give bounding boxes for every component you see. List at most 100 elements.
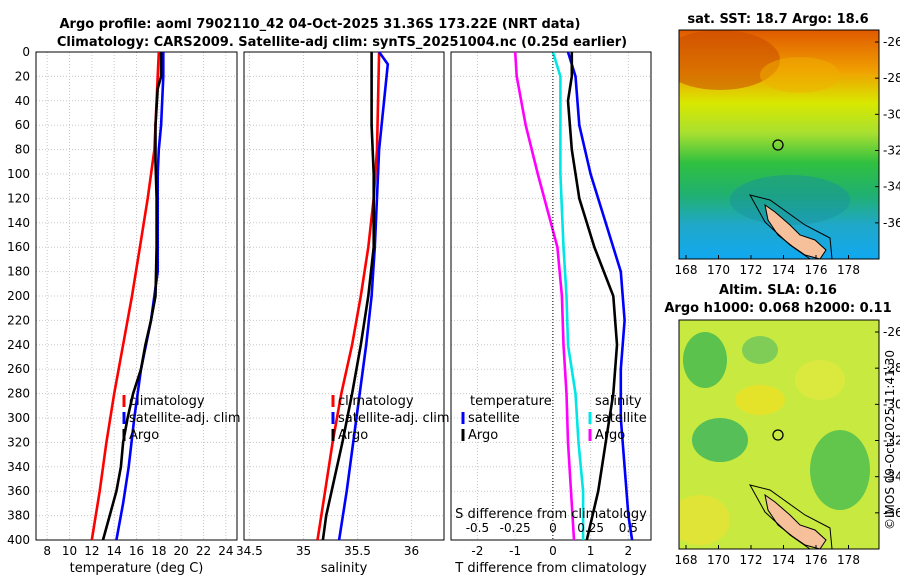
sla-low-2 xyxy=(742,336,778,364)
y-tick-label: 360 xyxy=(7,484,30,498)
sst-map-title: sat. SST: 18.7 Argo: 18.6 xyxy=(687,12,868,27)
lat-tick-label: -30 xyxy=(883,107,900,121)
y-tick-label: 40 xyxy=(15,94,30,108)
y-tick-label: 140 xyxy=(7,216,30,230)
s-diff-tick-label: -0.25 xyxy=(500,521,531,535)
y-tick-label: 20 xyxy=(15,69,30,83)
sla-map-title-1: Altim. SLA: 0.16 xyxy=(719,283,837,298)
sla-map-title-2: Argo h1000: 0.068 h2000: 0.11 xyxy=(664,301,891,316)
x-tick-label: 35 xyxy=(296,544,311,558)
series-line-argo xyxy=(101,52,163,541)
legend-s-argo-label: Argo xyxy=(595,428,625,443)
sst-warm-patch-2 xyxy=(760,57,840,93)
panel-frame xyxy=(35,51,238,541)
lon-tick-label: 174 xyxy=(772,553,795,567)
panel-frame xyxy=(450,51,652,541)
y-tick-label: 60 xyxy=(15,118,30,132)
lat-tick-label: -32 xyxy=(883,144,900,158)
lon-tick-label: 178 xyxy=(837,553,860,567)
lat-tick-label: -34 xyxy=(883,180,900,194)
lat-tick-label: -36 xyxy=(883,506,900,520)
x-tick-label: 34.5 xyxy=(236,544,263,558)
x-tick-label: 18 xyxy=(151,544,166,558)
legend-temp-climatology-label: climatology xyxy=(129,394,205,409)
sst-warm-patch xyxy=(679,30,780,90)
lat-tick-label: -32 xyxy=(883,434,900,448)
legend-sal-climatology-label: climatology xyxy=(338,394,414,409)
x-axis-label: salinity xyxy=(321,561,368,576)
legend-t-title: temperature xyxy=(470,394,552,409)
series-line-t-satellite xyxy=(566,51,634,541)
lon-tick-label: 178 xyxy=(837,263,860,277)
series-line-climatology xyxy=(90,51,161,541)
lat-tick-label: -34 xyxy=(883,470,900,484)
y-tick-label: 280 xyxy=(7,387,30,401)
lon-tick-label: 168 xyxy=(675,263,698,277)
legend-sal-satellite-label: satellite-adj. clim xyxy=(338,411,450,426)
legend-sal-argo-label: Argo xyxy=(338,428,368,443)
x-tick-label: 35.5 xyxy=(344,544,371,558)
argo-position-marker-sst xyxy=(772,139,784,151)
series-line-climatology xyxy=(316,51,381,541)
y-tick-label: 300 xyxy=(7,411,30,425)
title-line-2: Climatology: CARS2009. Satellite-adj cli… xyxy=(57,35,627,50)
x-tick-label: 8 xyxy=(43,544,51,558)
legend-s-title: salinity xyxy=(595,394,642,409)
sla-high-3 xyxy=(679,495,730,545)
lon-tick-label: 170 xyxy=(707,263,730,277)
argo-position-marker-sla xyxy=(772,429,784,441)
lon-tick-label: 176 xyxy=(805,263,828,277)
series-line-satellite-adj-clim xyxy=(337,51,390,541)
s-diff-axis-label: S difference from climatology xyxy=(455,507,647,522)
y-tick-label: 120 xyxy=(7,191,30,205)
sst-map: sat. SST: 18.7 Argo: 18.6 -26 -28 -30 -32 -3… xyxy=(675,12,900,277)
legend-temp-argo-label: Argo xyxy=(129,428,159,443)
x-tick-label: 2 xyxy=(625,544,633,558)
lon-tick-label: 172 xyxy=(740,553,763,567)
y-tick-label: 400 xyxy=(7,533,30,547)
s-diff-tick-label: 0.5 xyxy=(619,521,638,535)
lat-tick-label: -26 xyxy=(883,35,900,49)
x-tick-label: 14 xyxy=(107,544,122,558)
series-line-argo xyxy=(321,52,376,541)
sla-low-4 xyxy=(810,430,870,510)
legend-temp-satellite-label: satellite-adj. clim xyxy=(129,411,241,426)
lat-tick-label: -30 xyxy=(883,397,900,411)
reef-outline-sst xyxy=(749,194,833,259)
x-tick-label: -2 xyxy=(471,544,483,558)
lon-tick-label: 170 xyxy=(707,553,730,567)
y-tick-label: 260 xyxy=(7,362,30,376)
panel-frame xyxy=(243,51,445,541)
x-tick-label: 12 xyxy=(84,544,99,558)
x-tick-label: 16 xyxy=(129,544,144,558)
lon-tick-label: 174 xyxy=(772,263,795,277)
sla-map-frame xyxy=(678,319,880,550)
title-line-1: Argo profile: aoml 7902110_42 04-Oct-202… xyxy=(60,17,581,32)
x-tick-label: 10 xyxy=(62,544,77,558)
s-diff-tick-label: -0.5 xyxy=(466,521,489,535)
x-tick-label: 24 xyxy=(218,544,233,558)
sst-map-frame xyxy=(678,29,880,260)
sla-low-3 xyxy=(692,418,748,462)
y-tick-label: 340 xyxy=(7,460,30,474)
panel-salinity: 34.5 35 35.5 36 salinity xyxy=(236,51,445,576)
y-tick-label: 0 xyxy=(22,45,30,59)
lat-tick-label: -26 xyxy=(883,325,900,339)
lon-tick-label: 168 xyxy=(675,553,698,567)
sst-cool-patch xyxy=(730,175,850,225)
series-line-s-argo xyxy=(513,51,576,541)
y-tick-label: 240 xyxy=(7,338,30,352)
x-tick-label: -1 xyxy=(509,544,521,558)
x-tick-label: 22 xyxy=(196,544,211,558)
sla-map: Altim. SLA: 0.16 Argo h1000: 0.068 h2000… xyxy=(664,283,900,567)
sla-low-1 xyxy=(683,332,727,388)
legend-t-argo-label: Argo xyxy=(468,428,498,443)
s-diff-tick-label: 0.25 xyxy=(577,521,604,535)
s-diff-tick-label: 0 xyxy=(549,521,557,535)
x-tick-label: 36 xyxy=(404,544,419,558)
x-axis-label: temperature (deg C) xyxy=(70,561,204,576)
lat-tick-label: -28 xyxy=(883,361,900,375)
x-tick-label: 20 xyxy=(174,544,189,558)
imos-credit: ©IMOS 09-Oct-2025 11:41:30 xyxy=(883,350,897,530)
